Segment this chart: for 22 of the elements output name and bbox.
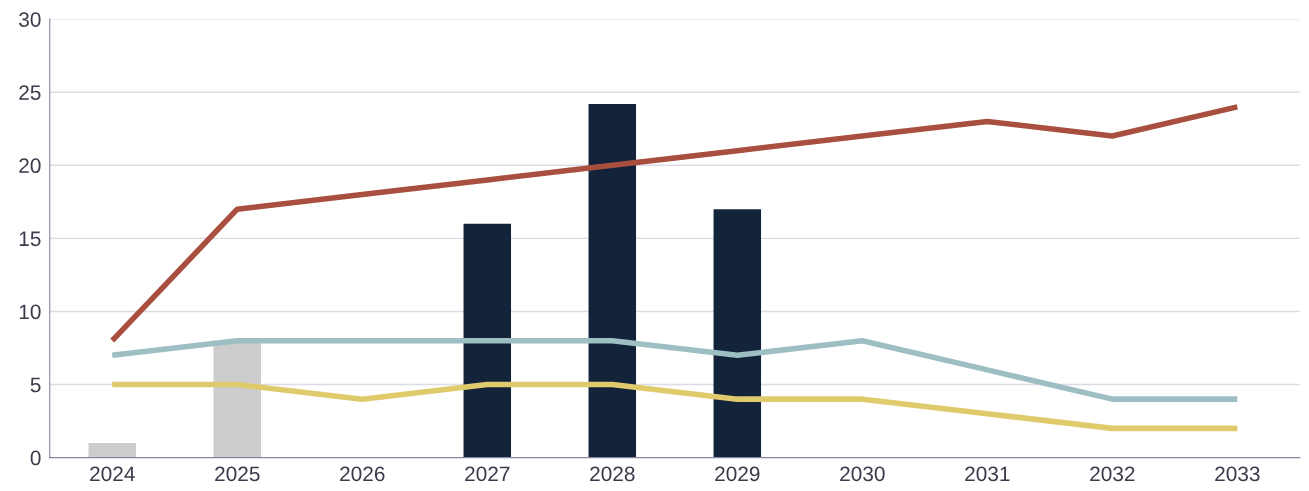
x-tick-label: 2024 xyxy=(90,466,135,482)
x-tick-label: 2033 xyxy=(1215,466,1260,482)
x-tick-label: 2027 xyxy=(465,466,510,482)
y-tick-label: 20 xyxy=(19,158,41,174)
y-tick-label: 10 xyxy=(19,304,41,320)
bar xyxy=(588,103,637,458)
x-tick-label: 2030 xyxy=(840,466,885,482)
y-tick-label: 25 xyxy=(19,85,41,100)
x-tick-label: 2032 xyxy=(1090,466,1135,482)
x-tick-label: 2028 xyxy=(590,466,635,482)
x-tick-label: 2031 xyxy=(965,466,1010,482)
bar xyxy=(213,340,262,458)
x-tick-label: 2025 xyxy=(215,466,260,482)
x-tick-label: 2026 xyxy=(340,466,385,482)
x-tick-label: 2029 xyxy=(715,466,760,482)
bar xyxy=(463,223,512,458)
bar xyxy=(88,443,136,458)
y-tick-label: 0 xyxy=(30,450,41,466)
y-tick-label: 15 xyxy=(19,231,41,247)
bar xyxy=(713,209,762,458)
y-tick-label: 5 xyxy=(30,377,41,393)
y-tick-label: 30 xyxy=(19,12,41,27)
